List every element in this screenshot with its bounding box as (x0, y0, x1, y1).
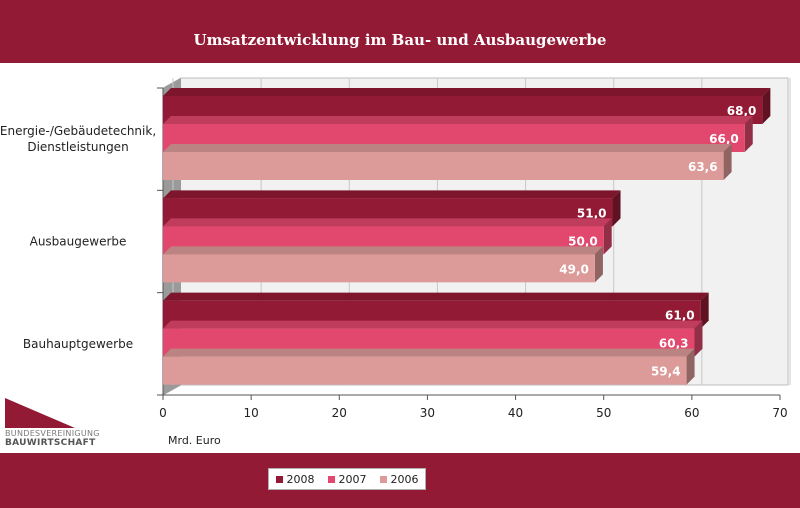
bar-side-2006-2 (686, 348, 695, 385)
bar-side-2008-0 (762, 88, 771, 124)
x-tick-label-2: 20 (332, 406, 347, 420)
bar-label-2007-0: 66,0 (709, 132, 739, 146)
bar-top-2008-0 (163, 88, 771, 96)
legend-item-2008: 2008 (275, 472, 315, 486)
x-tick-label-0: 0 (159, 406, 167, 420)
bar-top-2006-2 (163, 348, 695, 357)
x-tick-label-4: 40 (508, 406, 523, 420)
legend-item-2006: 2006 (379, 472, 419, 486)
x-tick-label-7: 70 (772, 406, 787, 420)
logo-triangle-icon (5, 398, 75, 428)
logo-line2: BAUWIRTSCHAFT (5, 438, 96, 448)
bar-side-2008-1 (612, 190, 621, 227)
category-label-2-0: Bauhauptgewerbe (23, 337, 133, 351)
bar-2006-1 (163, 254, 595, 283)
bar-label-2006-1: 49,0 (559, 262, 589, 276)
bar-chart: 0 10 20 30 40 50 60 70 Mrd. Euro 68,0 66,0 63,6 Ener… (0, 77, 791, 447)
bar-2006-2 (163, 356, 687, 385)
bar-label-2006-2: 59,4 (651, 365, 681, 379)
category-label-1-0: Ausbaugewerbe (30, 235, 127, 249)
category-label-0-1: Dienstleistungen (27, 140, 128, 154)
bar-label-2007-1: 50,0 (568, 234, 598, 248)
bar-label-2008-1: 51,0 (577, 206, 607, 220)
legend-swatch-2006 (379, 475, 387, 483)
legend-swatch-2007 (327, 475, 335, 483)
bar-side-2008-2 (700, 292, 709, 329)
bar-side-2007-1 (603, 218, 612, 255)
category-label-0-0: Energie-/Gebäudetechnik, (0, 124, 156, 138)
x-tick-label-3: 30 (420, 406, 435, 420)
bar-top-2007-1 (163, 218, 612, 227)
bar-top-2006-1 (163, 246, 603, 255)
bar-top-2007-2 (163, 320, 703, 329)
x-tick-label-6: 60 (684, 406, 699, 420)
legend-swatch-2008 (275, 475, 283, 483)
bar-label-2007-2: 60,3 (659, 337, 689, 351)
legend: 2008 2007 2006 (268, 468, 426, 490)
x-tick-label-1: 10 (244, 406, 259, 420)
bar-top-2008-2 (163, 292, 709, 301)
logo: BUNDESVEREINIGUNG BAUWIRTSCHAFT (5, 398, 125, 450)
x-tick-label-5: 50 (596, 406, 611, 420)
bar-side-2006-1 (594, 246, 603, 283)
chart-title: Umsatzentwicklung im Bau- und Ausbaugewe… (193, 31, 607, 49)
logo-line1: BUNDESVEREINIGUNG (5, 429, 100, 438)
bar-top-2007-0 (163, 116, 753, 124)
bar-side-2007-0 (744, 116, 753, 152)
bar-label-2008-0: 68,0 (727, 104, 757, 118)
legend-item-2007: 2007 (327, 472, 367, 486)
bar-side-2006-0 (723, 144, 732, 180)
legend-label-2008: 2008 (286, 472, 315, 486)
bar-top-2006-0 (163, 144, 732, 152)
legend-label-2007: 2007 (338, 472, 367, 486)
bar-label-2006-0: 63,6 (688, 160, 718, 174)
bar-top-2008-1 (163, 190, 621, 199)
legend-label-2006: 2006 (390, 472, 419, 486)
x-axis-label: Mrd. Euro (168, 434, 221, 447)
header-band (0, 0, 800, 63)
bar-2006-0 (163, 152, 724, 180)
bar-side-2007-2 (694, 320, 703, 357)
bar-label-2008-2: 61,0 (665, 309, 695, 323)
